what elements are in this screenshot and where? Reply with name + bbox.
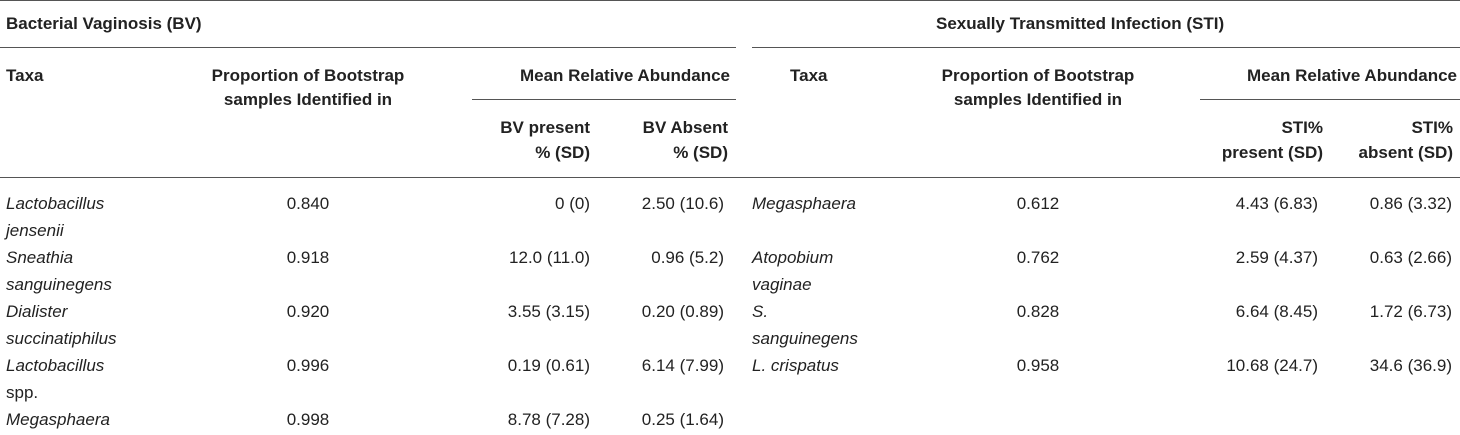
bv-row-taxa: Sneathia (6, 248, 74, 267)
sti-row-taxa: sanguinegens (752, 329, 858, 348)
sti-col-taxa: Taxa (790, 66, 828, 85)
bv-col-mean: Mean Relative Abundance (519, 66, 730, 85)
sti-col-proportion-line1: Proportion of Bootstrap (941, 66, 1135, 85)
sti-row-proportion: 0.958 (1016, 356, 1060, 375)
sti-row-proportion: 0.762 (1016, 248, 1060, 267)
bv-row-present: 3.55 (3.15) (507, 302, 590, 321)
sti-row-proportion: 0.612 (1016, 194, 1060, 213)
bv-title-rule (0, 47, 736, 48)
sti-sub-absent-line2: absent (SD) (1358, 143, 1453, 162)
bv-mean-rule (472, 99, 736, 100)
bv-sub-present-line1: BV present (500, 118, 590, 137)
bv-col-proportion-line1: Proportion of Bootstrap (211, 66, 405, 85)
bv-row-present: 0.19 (0.61) (507, 356, 590, 375)
bv-row-absent: 2.50 (10.6) (641, 194, 724, 213)
sti-title: Sexually Transmitted Infection (STI) (936, 14, 1225, 33)
bv-row-proportion: 0.998 (286, 410, 330, 429)
bv-row-proportion: 0.920 (286, 302, 330, 321)
sti-col-mean: Mean Relative Abundance (1246, 66, 1457, 85)
bv-row-taxa: succinatiphilus (6, 329, 117, 348)
sti-row-present: 6.64 (8.45) (1235, 302, 1318, 321)
bv-row-taxa: Megasphaera (6, 410, 110, 429)
sti-col-proportion-line2: samples Identified in (953, 90, 1123, 109)
sti-row-present: 10.68 (24.7) (1226, 356, 1318, 375)
bv-row-present: 0 (0) (555, 194, 590, 213)
sti-sub-absent-line1: STI% (1411, 118, 1453, 137)
bv-row-taxa: Lactobacillus (6, 194, 105, 213)
bv-row-taxa: sanguinegens (6, 275, 112, 294)
sti-mean-rule (1200, 99, 1460, 100)
bv-col-taxa: Taxa (6, 66, 44, 85)
bv-row-absent: 6.14 (7.99) (641, 356, 724, 375)
bv-sub-absent-line1: BV Absent (642, 118, 728, 137)
sti-title-rule (752, 47, 1460, 48)
sti-sub-present-line1: STI% (1281, 118, 1323, 137)
bv-col-proportion-line2: samples Identified in (223, 90, 393, 109)
bv-row-present: 12.0 (11.0) (509, 248, 590, 267)
sti-row-taxa: Megasphaera (752, 194, 856, 213)
bv-row-taxa: Lactobacillus (6, 356, 105, 375)
sti-row-absent: 34.6 (36.9) (1369, 356, 1452, 375)
sti-row-absent: 0.63 (2.66) (1369, 248, 1452, 267)
bv-row-absent: 0.96 (5.2) (651, 248, 724, 267)
bv-row-proportion: 0.918 (286, 248, 330, 267)
bv-row-taxa: spp. (6, 383, 39, 402)
sti-row-taxa: vaginae (752, 275, 812, 294)
sti-row-absent: 0.86 (3.32) (1369, 194, 1452, 213)
sti-row-taxa: L. crispatus (752, 356, 839, 375)
bv-sub-absent-line2: % (SD) (673, 143, 728, 162)
header-bottom-rule (0, 177, 1460, 178)
bv-row-absent: 0.25 (1.64) (641, 410, 724, 429)
sti-sub-present-line2: present (SD) (1221, 143, 1323, 162)
bv-sub-present-line2: % (SD) (535, 143, 590, 162)
bv-row-taxa: jensenii (6, 221, 64, 240)
bv-row-absent: 0.20 (0.89) (641, 302, 724, 321)
sti-row-proportion: 0.828 (1016, 302, 1060, 321)
sti-row-taxa: Atopobium (752, 248, 834, 267)
bv-row-taxa: Dialister (6, 302, 68, 321)
bv-row-proportion: 0.996 (286, 356, 330, 375)
sti-row-present: 2.59 (4.37) (1235, 248, 1318, 267)
bv-row-present: 8.78 (7.28) (507, 410, 590, 429)
bv-row-proportion: 0.840 (286, 194, 330, 213)
sti-row-taxa: S. (752, 302, 769, 321)
sti-row-absent: 1.72 (6.73) (1369, 302, 1452, 321)
sti-row-present: 4.43 (6.83) (1235, 194, 1318, 213)
bv-title: Bacterial Vaginosis (BV) (6, 14, 202, 33)
top-rule (0, 0, 1460, 1)
